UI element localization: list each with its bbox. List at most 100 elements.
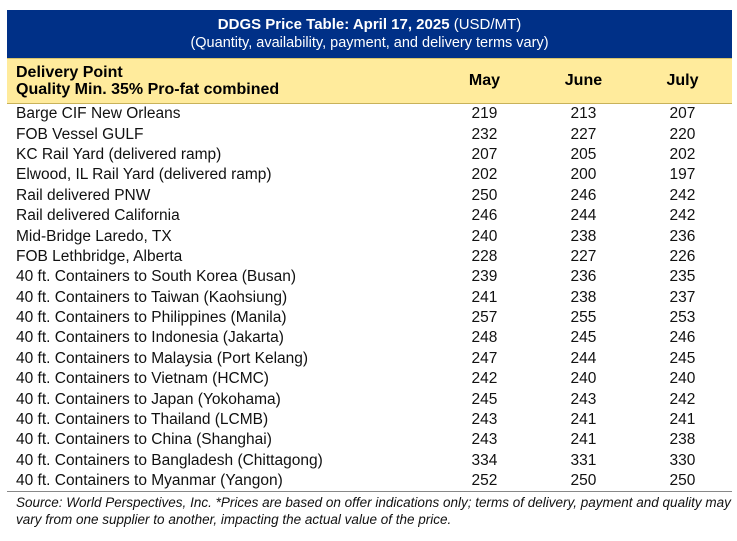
price-cell-may: 243 [471,411,498,429]
price-cell-june: 236 [570,268,597,286]
price-cell-may: 228 [471,247,498,265]
price-cell-may: 243 [471,431,498,449]
price-cell-july: 236 [669,227,696,245]
delivery-point-cell: 40 ft. Containers to Bangladesh (Chittag… [16,451,323,469]
price-cell-june: 227 [570,247,597,265]
table-row: Rail delivered California 246 244 242 [7,206,732,226]
delivery-point-cell: 40 ft. Containers to Malaysia (Port Kela… [16,349,309,367]
table-title-main: DDGS Price Table: April 17, 2025 [217,16,450,33]
delivery-point-header-line1: Delivery Point [16,64,123,81]
delivery-point-cell: 40 ft. Containers to Thailand (LCMB) [16,411,269,429]
price-cell-june: 200 [570,166,597,184]
table-row: 40 ft. Containers to Myanmar (Yangon) 252… [7,471,732,491]
price-cell-july: 207 [669,105,696,123]
price-cell-june: 238 [570,227,597,245]
price-cell-june: 245 [570,329,597,347]
table-row: 40 ft. Containers to Bangladesh (Chittag… [7,451,732,471]
column-header-july: July [666,72,699,89]
table-row: 40 ft. Containers to Taiwan (Kaohsiung) 2… [7,288,732,308]
price-cell-may: 252 [471,472,498,490]
price-cell-july: 237 [669,288,696,306]
price-cell-may: 245 [471,390,498,408]
price-cell-july: 226 [669,247,696,265]
price-cell-may: 250 [471,186,498,204]
delivery-point-cell: Rail delivered California [16,207,180,225]
table-row: 40 ft. Containers to Philippines (Manila… [7,308,732,328]
price-cell-june: 244 [570,349,597,367]
table-row: Barge CIF New Orleans 219 213 207 [7,104,732,124]
price-cell-june: 243 [570,390,597,408]
price-cell-june: 213 [570,105,597,123]
price-cell-june: 241 [570,411,597,429]
price-cell-july: 238 [669,431,696,449]
table-row: KC Rail Yard (delivered ramp) 207 205 202 [7,145,732,165]
delivery-point-header-line2: Quality Min. 35% Pro-fat combined [16,81,280,98]
price-cell-june: 250 [570,472,597,490]
delivery-point-cell: 40 ft. Containers to Philippines (Manila… [16,309,287,327]
price-cell-may: 239 [471,268,498,286]
delivery-point-cell: Mid-Bridge Laredo, TX [16,227,172,245]
price-cell-june: 240 [570,370,597,388]
delivery-point-cell: Elwood, IL Rail Yard (delivered ramp) [16,166,272,184]
delivery-point-cell: 40 ft. Containers to Taiwan (Kaohsiung) [16,288,288,306]
table-title-unit: (USD/MT) [449,16,522,33]
delivery-point-cell: KC Rail Yard (delivered ramp) [16,145,222,163]
delivery-point-cell: 40 ft. Containers to Vietnam (HCMC) [16,370,269,388]
price-cell-july: 241 [669,411,696,429]
price-cell-july: 235 [669,268,696,286]
source-footnote: Source: World Perspectives, Inc. *Prices… [16,495,731,528]
price-cell-june: 246 [570,186,597,204]
table-row: Rail delivered PNW 250 246 242 [7,186,732,206]
price-cell-june: 227 [570,125,597,143]
price-cell-june: 238 [570,288,597,306]
price-cell-may: 202 [471,166,498,184]
delivery-point-cell: 40 ft. Containers to China (Shanghai) [16,431,272,449]
table-subtitle: (Quantity, availability, payment, and de… [190,35,549,51]
price-cell-june: 255 [570,309,597,327]
price-cell-july: 220 [669,125,696,143]
price-cell-july: 197 [669,166,696,184]
price-cell-may: 219 [471,105,498,123]
delivery-point-cell: FOB Lethbridge, Alberta [16,247,183,265]
delivery-point-cell: Barge CIF New Orleans [16,105,181,123]
table-row: 40 ft. Containers to China (Shanghai) 243… [7,430,732,450]
price-cell-may: 246 [471,207,498,225]
price-cell-july: 253 [669,309,696,327]
table-row: FOB Lethbridge, Alberta 228 227 226 [7,247,732,267]
price-cell-may: 247 [471,349,498,367]
price-cell-may: 241 [471,288,498,306]
column-header-row: Delivery Point Quality Min. 35% Pro-fat … [7,58,732,104]
price-cell-may: 242 [471,370,498,388]
delivery-point-cell: 40 ft. Containers to South Korea (Busan) [16,268,297,286]
table-row: 40 ft. Containers to Malaysia (Port Kela… [7,349,732,369]
table-row: 40 ft. Containers to Japan (Yokohama) 245… [7,389,732,409]
delivery-point-header: Delivery Point Quality Min. 35% Pro-fat … [7,64,435,98]
column-header-june: June [564,72,603,89]
price-cell-may: 257 [471,309,498,327]
table-row: FOB Vessel GULF 232 227 220 [7,124,732,144]
table-body: Barge CIF New Orleans 219 213 207 FOB Vessel… [7,104,732,493]
delivery-point-cell: 40 ft. Containers to Indonesia (Jakarta) [16,329,284,347]
delivery-point-cell: Rail delivered PNW [16,186,151,204]
table-row: 40 ft. Containers to South Korea (Busan)… [7,267,732,287]
price-cell-june: 244 [570,207,597,225]
table-row: 40 ft. Containers to Vietnam (HCMC) 242 24… [7,369,732,389]
delivery-point-cell: 40 ft. Containers to Myanmar (Yangon) [16,472,283,490]
price-cell-may: 232 [471,125,498,143]
table-row: 40 ft. Containers to Indonesia (Jakarta)… [7,328,732,348]
price-cell-july: 240 [669,370,696,388]
price-cell-july: 202 [669,145,696,163]
price-cell-july: 246 [669,329,696,347]
price-cell-july: 250 [669,472,696,490]
table-row: 40 ft. Containers to Thailand (LCMB) 243 2… [7,410,732,430]
price-cell-july: 330 [669,451,696,469]
price-cell-july: 242 [669,390,696,408]
price-cell-july: 242 [669,186,696,204]
table-row: Elwood, IL Rail Yard (delivered ramp) 202… [7,165,732,185]
price-table: DDGS Price Table: April 17, 2025 (USD/MT… [7,10,732,528]
price-cell-may: 207 [471,145,498,163]
table-row: Mid-Bridge Laredo, TX 240 238 236 [7,226,732,246]
price-cell-may: 248 [471,329,498,347]
price-cell-june: 205 [570,145,597,163]
price-cell-may: 334 [471,451,498,469]
